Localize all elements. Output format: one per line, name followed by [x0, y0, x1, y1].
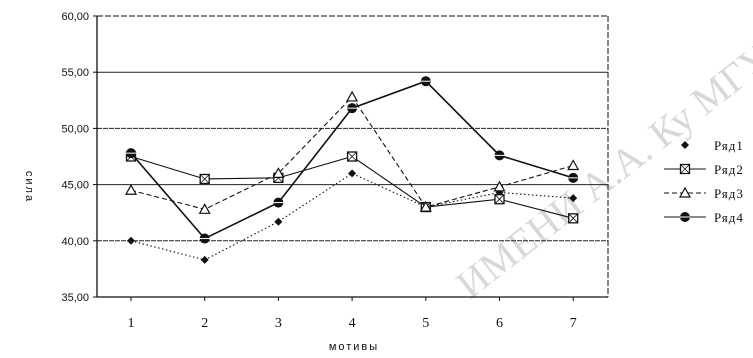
data-point-triangle: [567, 159, 580, 171]
x-tick-label: 5: [422, 316, 429, 331]
legend: Ряд1 Ряд2 Ряд3 Ряд4: [664, 138, 744, 225]
series-layer: [124, 76, 580, 264]
legend-label: Ряд4: [714, 210, 744, 225]
y-tick-label: 40,00: [61, 236, 89, 248]
data-point-diamond: [569, 194, 578, 203]
data-point-diamond: [348, 169, 357, 178]
y-tick-label: 60,00: [61, 11, 89, 23]
data-point-square: [199, 173, 210, 185]
legend-item-3: Ряд3: [664, 186, 744, 201]
y-tick-label: 50,00: [61, 123, 89, 135]
data-point-circle: [568, 172, 579, 183]
x-tick-label: 6: [496, 316, 503, 331]
x-tick-label: 3: [275, 316, 282, 331]
data-point-circle: [347, 103, 358, 114]
series-2: [125, 151, 579, 224]
square-cross: [199, 174, 210, 184]
square-cross: [680, 164, 690, 174]
data-point-triangle: [346, 90, 359, 102]
legend-label: Ряд1: [714, 138, 744, 153]
data-point-triangle: [272, 167, 285, 178]
data-point-triangle: [124, 183, 138, 195]
y-tick-label: 45,00: [61, 180, 89, 192]
data-point-circle: [680, 212, 690, 222]
legend-label: Ряд3: [714, 186, 744, 201]
data-point-triangle: [678, 186, 692, 198]
data-point-circle: [494, 150, 505, 161]
data-point-triangle: [198, 203, 211, 214]
legend-item-2: Ряд2: [664, 162, 744, 177]
x-tick-label: 7: [570, 316, 577, 331]
square-cross: [347, 151, 357, 162]
series-3: [124, 90, 580, 214]
data-point-square: [346, 151, 358, 162]
legend-label: Ряд2: [714, 162, 744, 177]
y-axis-title: сила: [23, 171, 35, 203]
watermark-text: ИМЕНИ А.А. Ку МГУ: [448, 34, 753, 307]
data-point-circle: [273, 197, 284, 208]
data-point-circle: [199, 233, 210, 244]
square-cross: [568, 213, 578, 224]
x-tick-label: 2: [201, 316, 208, 331]
data-point-triangle: [419, 200, 432, 212]
series-line: [130, 155, 574, 219]
data-point-circle: [126, 148, 136, 159]
watermark: ИМЕНИ А.А. Ку МГУ: [448, 34, 753, 307]
data-point-diamond: [274, 217, 283, 226]
series-4: [126, 76, 579, 244]
data-point-square: [494, 194, 505, 205]
axes: 35,00 40,00 45,00 50,00 55,00 60,00 1 2 3 4 5 6 7: [61, 11, 609, 331]
data-point-circle: [420, 76, 431, 87]
data-point-triangle: [493, 180, 506, 192]
square-cross: [494, 194, 505, 204]
data-point-square: [568, 213, 579, 224]
x-axis-title: мотивы: [329, 341, 379, 353]
data-point-diamond: [681, 141, 689, 149]
data-point-square: [679, 163, 691, 175]
data-point-diamond: [200, 255, 209, 264]
y-tick-label: 55,00: [61, 67, 89, 79]
x-tick-label: 1: [128, 316, 135, 331]
legend-item-1: Ряд1: [681, 138, 744, 153]
legend-item-4: Ряд4: [664, 210, 744, 225]
x-tick-label: 4: [349, 316, 356, 331]
grid-lines: [97, 71, 608, 242]
data-point-diamond: [127, 236, 135, 245]
y-tick-label: 35,00: [61, 292, 89, 304]
